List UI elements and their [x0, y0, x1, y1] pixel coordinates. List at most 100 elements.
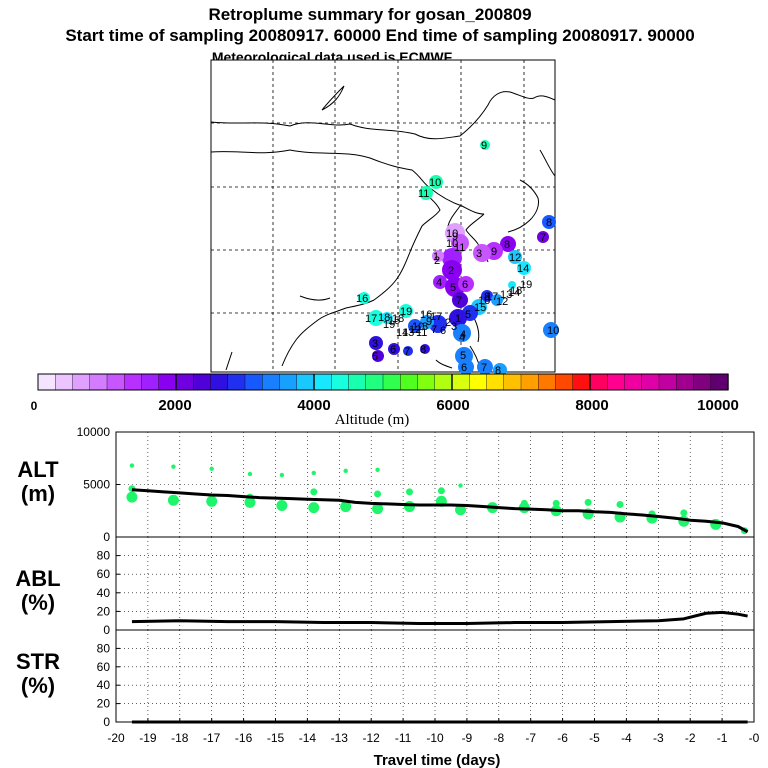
map-point-label: 12	[509, 252, 521, 264]
map-point-label: 9	[452, 231, 458, 243]
colorbar-swatch	[417, 373, 436, 391]
altitude-cluster-point	[311, 470, 316, 476]
altitude-cluster-point	[552, 499, 560, 507]
map-point-label: 15	[474, 302, 486, 314]
colorbar-label: Altitude (m)	[335, 412, 410, 428]
colorbar-swatch	[589, 373, 608, 391]
altitude-cluster-point	[279, 472, 285, 478]
x-tick-label: -14	[299, 731, 317, 745]
altitude-cluster-point	[310, 488, 318, 496]
map-point-label: 6	[462, 279, 468, 291]
map-point	[403, 346, 413, 356]
map-point-label: 4	[436, 277, 442, 289]
map-point-label: 7	[431, 324, 437, 336]
map-point-label: 7	[456, 295, 462, 307]
map-point	[473, 244, 491, 262]
colorbar-swatch	[520, 373, 539, 391]
colorbar-swatch	[37, 373, 56, 391]
colorbar-tick: 6000	[436, 397, 469, 414]
x-tick-label: -5	[589, 731, 600, 745]
map-point-label: 5	[372, 351, 378, 363]
map-point-label: 8	[495, 365, 501, 377]
colorbar-swatch	[365, 373, 384, 391]
colorbar-swatch	[641, 373, 660, 391]
map-point	[369, 336, 383, 350]
altitude-cluster-point	[372, 503, 384, 515]
x-tick-label: -7	[525, 731, 536, 745]
y-tick-label: 60	[97, 660, 111, 674]
map-point-label: 8	[546, 217, 552, 229]
map-point-label: 13	[500, 289, 512, 301]
colorbar-swatch	[676, 373, 695, 391]
x-tick-label: -2	[685, 731, 696, 745]
y-tick-label: 0	[103, 715, 110, 729]
colorbar-swatch	[331, 373, 350, 391]
colorbar-swatch	[279, 373, 298, 391]
map-point	[537, 231, 549, 243]
colorbar-swatch	[538, 373, 557, 391]
colorbar-tick: 2000	[158, 397, 191, 414]
map-point-label: 16	[420, 309, 432, 321]
alt-panel-label-line1: ALT	[17, 457, 59, 482]
colorbar-swatch	[469, 373, 488, 391]
map-point	[480, 140, 490, 150]
map-point-label: 10	[412, 321, 424, 333]
x-tick-label: -15	[267, 731, 285, 745]
colorbar-swatch	[210, 373, 229, 391]
map-point-label: 1	[433, 251, 439, 263]
altitude-cluster-point	[455, 504, 467, 516]
map-point-label: 16	[356, 293, 368, 305]
colorbar-swatch	[451, 373, 470, 391]
map-point	[429, 175, 443, 189]
map-point	[368, 310, 384, 326]
colorbar-swatch	[400, 373, 419, 391]
colorbar-tick: 0	[31, 399, 38, 413]
colorbar-swatch	[607, 373, 626, 391]
y-tick-label: 10000	[77, 425, 111, 439]
map-point	[508, 281, 516, 289]
altitude-cluster-point	[126, 491, 138, 503]
map-point-label: 18	[510, 285, 522, 297]
altitude-cluster-point	[403, 501, 415, 513]
map-point-label: 18	[392, 313, 404, 325]
colorbar-frame	[37, 373, 729, 391]
colorbar-swatch	[486, 373, 505, 391]
map-point	[442, 260, 462, 280]
map-point-label: 6	[390, 344, 396, 356]
map-point	[543, 322, 559, 338]
map-point-label: 2	[445, 317, 451, 329]
colorbar-swatch	[244, 373, 263, 391]
panel-frame	[115, 536, 755, 631]
colorbar-swatch	[348, 373, 367, 391]
map-point-label: 14	[396, 327, 408, 339]
map-point	[517, 261, 531, 275]
map-point-label: 9	[481, 140, 487, 152]
map-point	[508, 250, 522, 264]
colorbar-swatch	[124, 373, 143, 391]
map-point	[433, 275, 447, 289]
map-point	[458, 276, 474, 292]
map-point-label: 5	[450, 282, 456, 294]
series-line	[131, 610, 748, 625]
x-axis-label: Travel time (days)	[374, 752, 501, 768]
altitude-cluster-point	[340, 501, 352, 513]
map-point-label: 10	[446, 238, 458, 250]
x-tick-label: -19	[139, 731, 157, 745]
map-point-label: 12	[409, 324, 421, 336]
abl-panel-label-line1: ABL	[15, 566, 60, 591]
map-point	[500, 236, 516, 252]
alt-panel-label-line2: (m)	[21, 481, 55, 506]
x-tick-label: -13	[331, 731, 349, 745]
x-tick-label: -8	[493, 731, 504, 745]
y-tick-label: 80	[97, 549, 111, 563]
map-point-label: 10	[429, 177, 441, 189]
x-tick-label: -18	[171, 731, 189, 745]
x-tick-label: -12	[363, 731, 381, 745]
map-point	[477, 359, 493, 375]
map-point	[399, 304, 413, 318]
x-tick-label: -1	[717, 731, 728, 745]
map-point	[491, 294, 503, 306]
title-line1: Retroplume summary for gosan_200809	[208, 5, 531, 24]
x-tick-label: -16	[235, 731, 253, 745]
